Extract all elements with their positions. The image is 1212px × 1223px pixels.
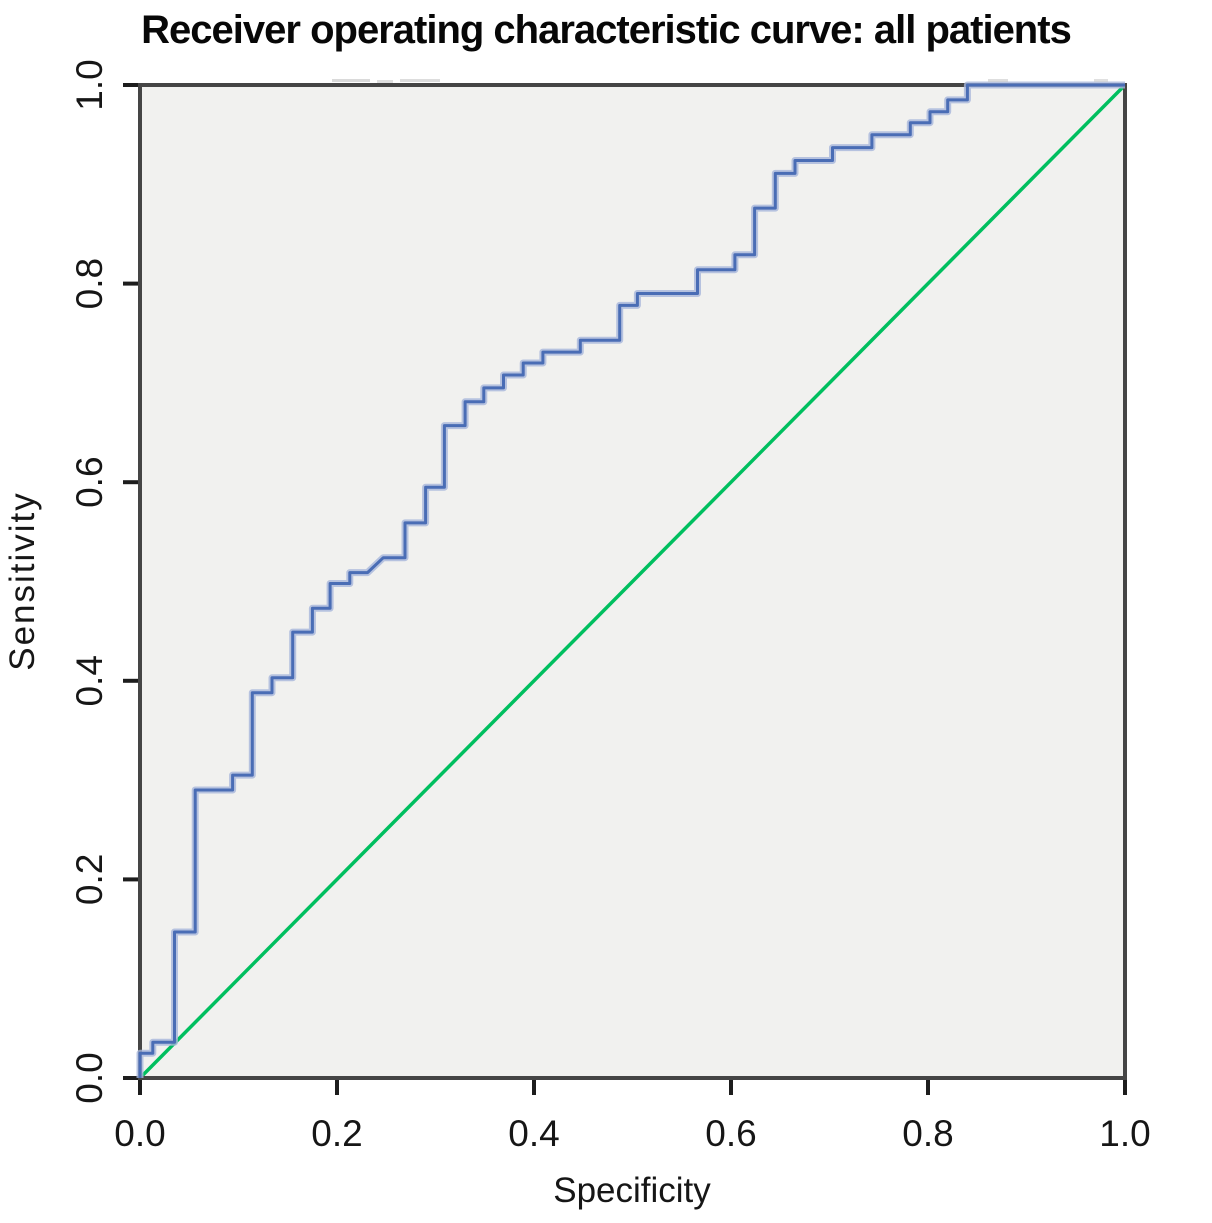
y-tick-label: 0.0 — [69, 1052, 110, 1103]
chart-title: Receiver operating characteristic curve:… — [141, 8, 1072, 52]
x-tick-label: 0.8 — [902, 1113, 953, 1154]
x-tick-label: 0.4 — [508, 1113, 559, 1154]
x-axis-label: Specificity — [553, 1171, 711, 1210]
y-tick-label: 0.2 — [69, 854, 110, 905]
y-tick-label: 0.8 — [69, 258, 110, 309]
reference-line — [138, 83, 1127, 1080]
y-tick-label: 0.4 — [69, 655, 110, 706]
x-tick-label: 0.2 — [311, 1113, 362, 1154]
cropped-text-artifact — [332, 79, 1108, 83]
x-tick-label: 0.0 — [114, 1113, 165, 1154]
y-tick-label: 1.0 — [69, 59, 110, 110]
roc-curve-line — [138, 83, 1125, 1078]
x-tick-label: 1.0 — [1099, 1113, 1150, 1154]
y-tick-label: 0.6 — [69, 456, 110, 507]
y-axis-label: Sensitivity — [3, 491, 42, 671]
x-tick-label: 0.6 — [705, 1113, 756, 1154]
plot-border — [138, 83, 1127, 1080]
